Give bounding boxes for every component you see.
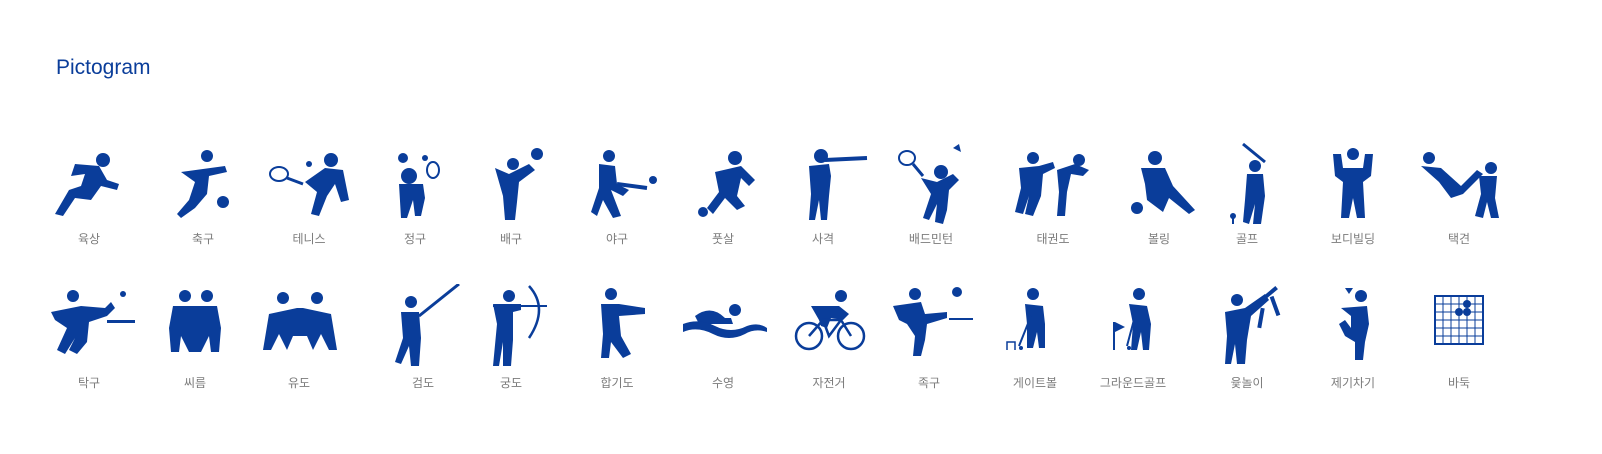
pictogram-label: 게이트볼 bbox=[1012, 376, 1058, 390]
tennis-icon bbox=[269, 153, 349, 216]
page-title: Pictogram bbox=[56, 56, 151, 79]
pictogram-label: 그라운드골프 bbox=[1099, 376, 1167, 390]
taekwondo-icon bbox=[1015, 152, 1089, 216]
pictogram-taekkyeon: 택견 bbox=[1404, 140, 1514, 247]
pictogram-label: 유도 bbox=[287, 376, 311, 390]
pictogram-label: 사격 bbox=[811, 232, 835, 246]
pictogram-label: 궁도 bbox=[499, 376, 523, 390]
pictogram-label: 축구 bbox=[191, 232, 215, 246]
judo-icon bbox=[263, 292, 337, 350]
pictogram-kendo: 검도 bbox=[368, 284, 478, 391]
baduk-icon bbox=[1434, 295, 1484, 345]
pictogram-label: 자전거 bbox=[812, 376, 846, 390]
kendo-icon bbox=[395, 284, 460, 366]
pictogram-label: 야구 bbox=[605, 232, 629, 246]
pictogram-swimming: 수영 bbox=[668, 284, 778, 391]
hapkido-icon bbox=[601, 288, 645, 358]
pictogram-ssireum: 씨름 bbox=[140, 284, 250, 391]
pictogram-baduk: 바둑 bbox=[1404, 284, 1514, 391]
pictogram-label: 풋살 bbox=[711, 232, 735, 246]
soccer-icon bbox=[177, 150, 229, 218]
pictogram-label: 태권도 bbox=[1036, 232, 1070, 246]
pictogram-table-tennis: 탁구 bbox=[34, 284, 144, 391]
pictogram-label: 바둑 bbox=[1447, 376, 1471, 390]
foot-volleyball-icon bbox=[893, 287, 973, 356]
gateball-icon bbox=[1006, 288, 1045, 350]
pictogram-running: 육상 bbox=[34, 140, 144, 247]
pictogram-label: 골프 bbox=[1235, 232, 1259, 246]
pictogram-label: 보디빌딩 bbox=[1330, 232, 1376, 246]
cycling-icon bbox=[794, 290, 866, 351]
pictogram-label: 씨름 bbox=[183, 376, 207, 390]
pictogram-cycling: 자전거 bbox=[774, 284, 884, 391]
pictogram-label: 택견 bbox=[1447, 232, 1471, 246]
pictogram-foot-volleyball: 족구 bbox=[874, 284, 984, 391]
pictogram-gateball: 게이트볼 bbox=[980, 284, 1090, 391]
pictogram-label: 윷놀이 bbox=[1230, 376, 1264, 390]
pictogram-soft-tennis: 정구 bbox=[360, 140, 470, 247]
pictogram-label: 탁구 bbox=[77, 376, 101, 390]
badminton-icon bbox=[898, 144, 961, 224]
pictogram-jegichagi: 제기차기 bbox=[1298, 284, 1408, 391]
pictogram-yutnori: 윷놀이 bbox=[1192, 284, 1302, 391]
golf-icon bbox=[1230, 142, 1266, 224]
pictogram-golf: 골프 bbox=[1192, 140, 1302, 247]
pictogram-label: 합기도 bbox=[600, 376, 634, 390]
pictogram-label: 테니스 bbox=[292, 232, 326, 246]
volleyball-icon bbox=[495, 148, 543, 220]
running-icon bbox=[55, 153, 119, 216]
soft-tennis-icon bbox=[398, 153, 440, 218]
shooting-icon bbox=[809, 149, 868, 220]
bowling-icon bbox=[1131, 151, 1195, 214]
swimming-icon bbox=[683, 304, 767, 338]
pictogram-baseball: 야구 bbox=[562, 140, 672, 247]
pictogram-soccer: 축구 bbox=[148, 140, 258, 247]
archery-icon bbox=[493, 285, 547, 366]
pictogram-hapkido: 합기도 bbox=[562, 284, 672, 391]
ssireum-icon bbox=[169, 290, 221, 352]
taekkyeon-icon bbox=[1421, 152, 1499, 218]
table-tennis-icon bbox=[51, 290, 135, 354]
pictogram-volleyball: 배구 bbox=[456, 140, 566, 247]
pictogram-label: 족구 bbox=[917, 376, 941, 390]
pictogram-badminton: 배드민턴 bbox=[876, 140, 986, 247]
pictogram-tennis: 테니스 bbox=[254, 140, 364, 247]
pictogram-label: 제기차기 bbox=[1330, 376, 1376, 390]
pictogram-shooting: 사격 bbox=[768, 140, 878, 247]
pictogram-futsal: 풋살 bbox=[668, 140, 778, 247]
pictogram-archery: 궁도 bbox=[456, 284, 566, 391]
pictogram-bowling: 볼링 bbox=[1104, 140, 1214, 247]
bodybuilding-icon bbox=[1333, 148, 1373, 218]
pictogram-label: 볼링 bbox=[1147, 232, 1171, 246]
pictogram-label: 육상 bbox=[77, 232, 101, 246]
pictogram-label: 배구 bbox=[499, 232, 523, 246]
pictogram-label: 검도 bbox=[411, 376, 435, 390]
pictogram-judo: 유도 bbox=[244, 284, 354, 391]
ground-golf-icon bbox=[1113, 288, 1151, 350]
pictogram-label: 배드민턴 bbox=[908, 232, 954, 246]
pictogram-label: 수영 bbox=[711, 376, 735, 390]
pictogram-ground-golf: 그라운드골프 bbox=[1078, 284, 1188, 391]
pictogram-taekwondo: 태권도 bbox=[998, 140, 1108, 247]
pictogram-label: 정구 bbox=[403, 232, 427, 246]
futsal-icon bbox=[698, 151, 755, 217]
yutnori-icon bbox=[1225, 286, 1281, 364]
jegichagi-icon bbox=[1339, 288, 1369, 360]
baseball-icon bbox=[591, 150, 657, 218]
pictogram-bodybuilding: 보디빌딩 bbox=[1298, 140, 1408, 247]
